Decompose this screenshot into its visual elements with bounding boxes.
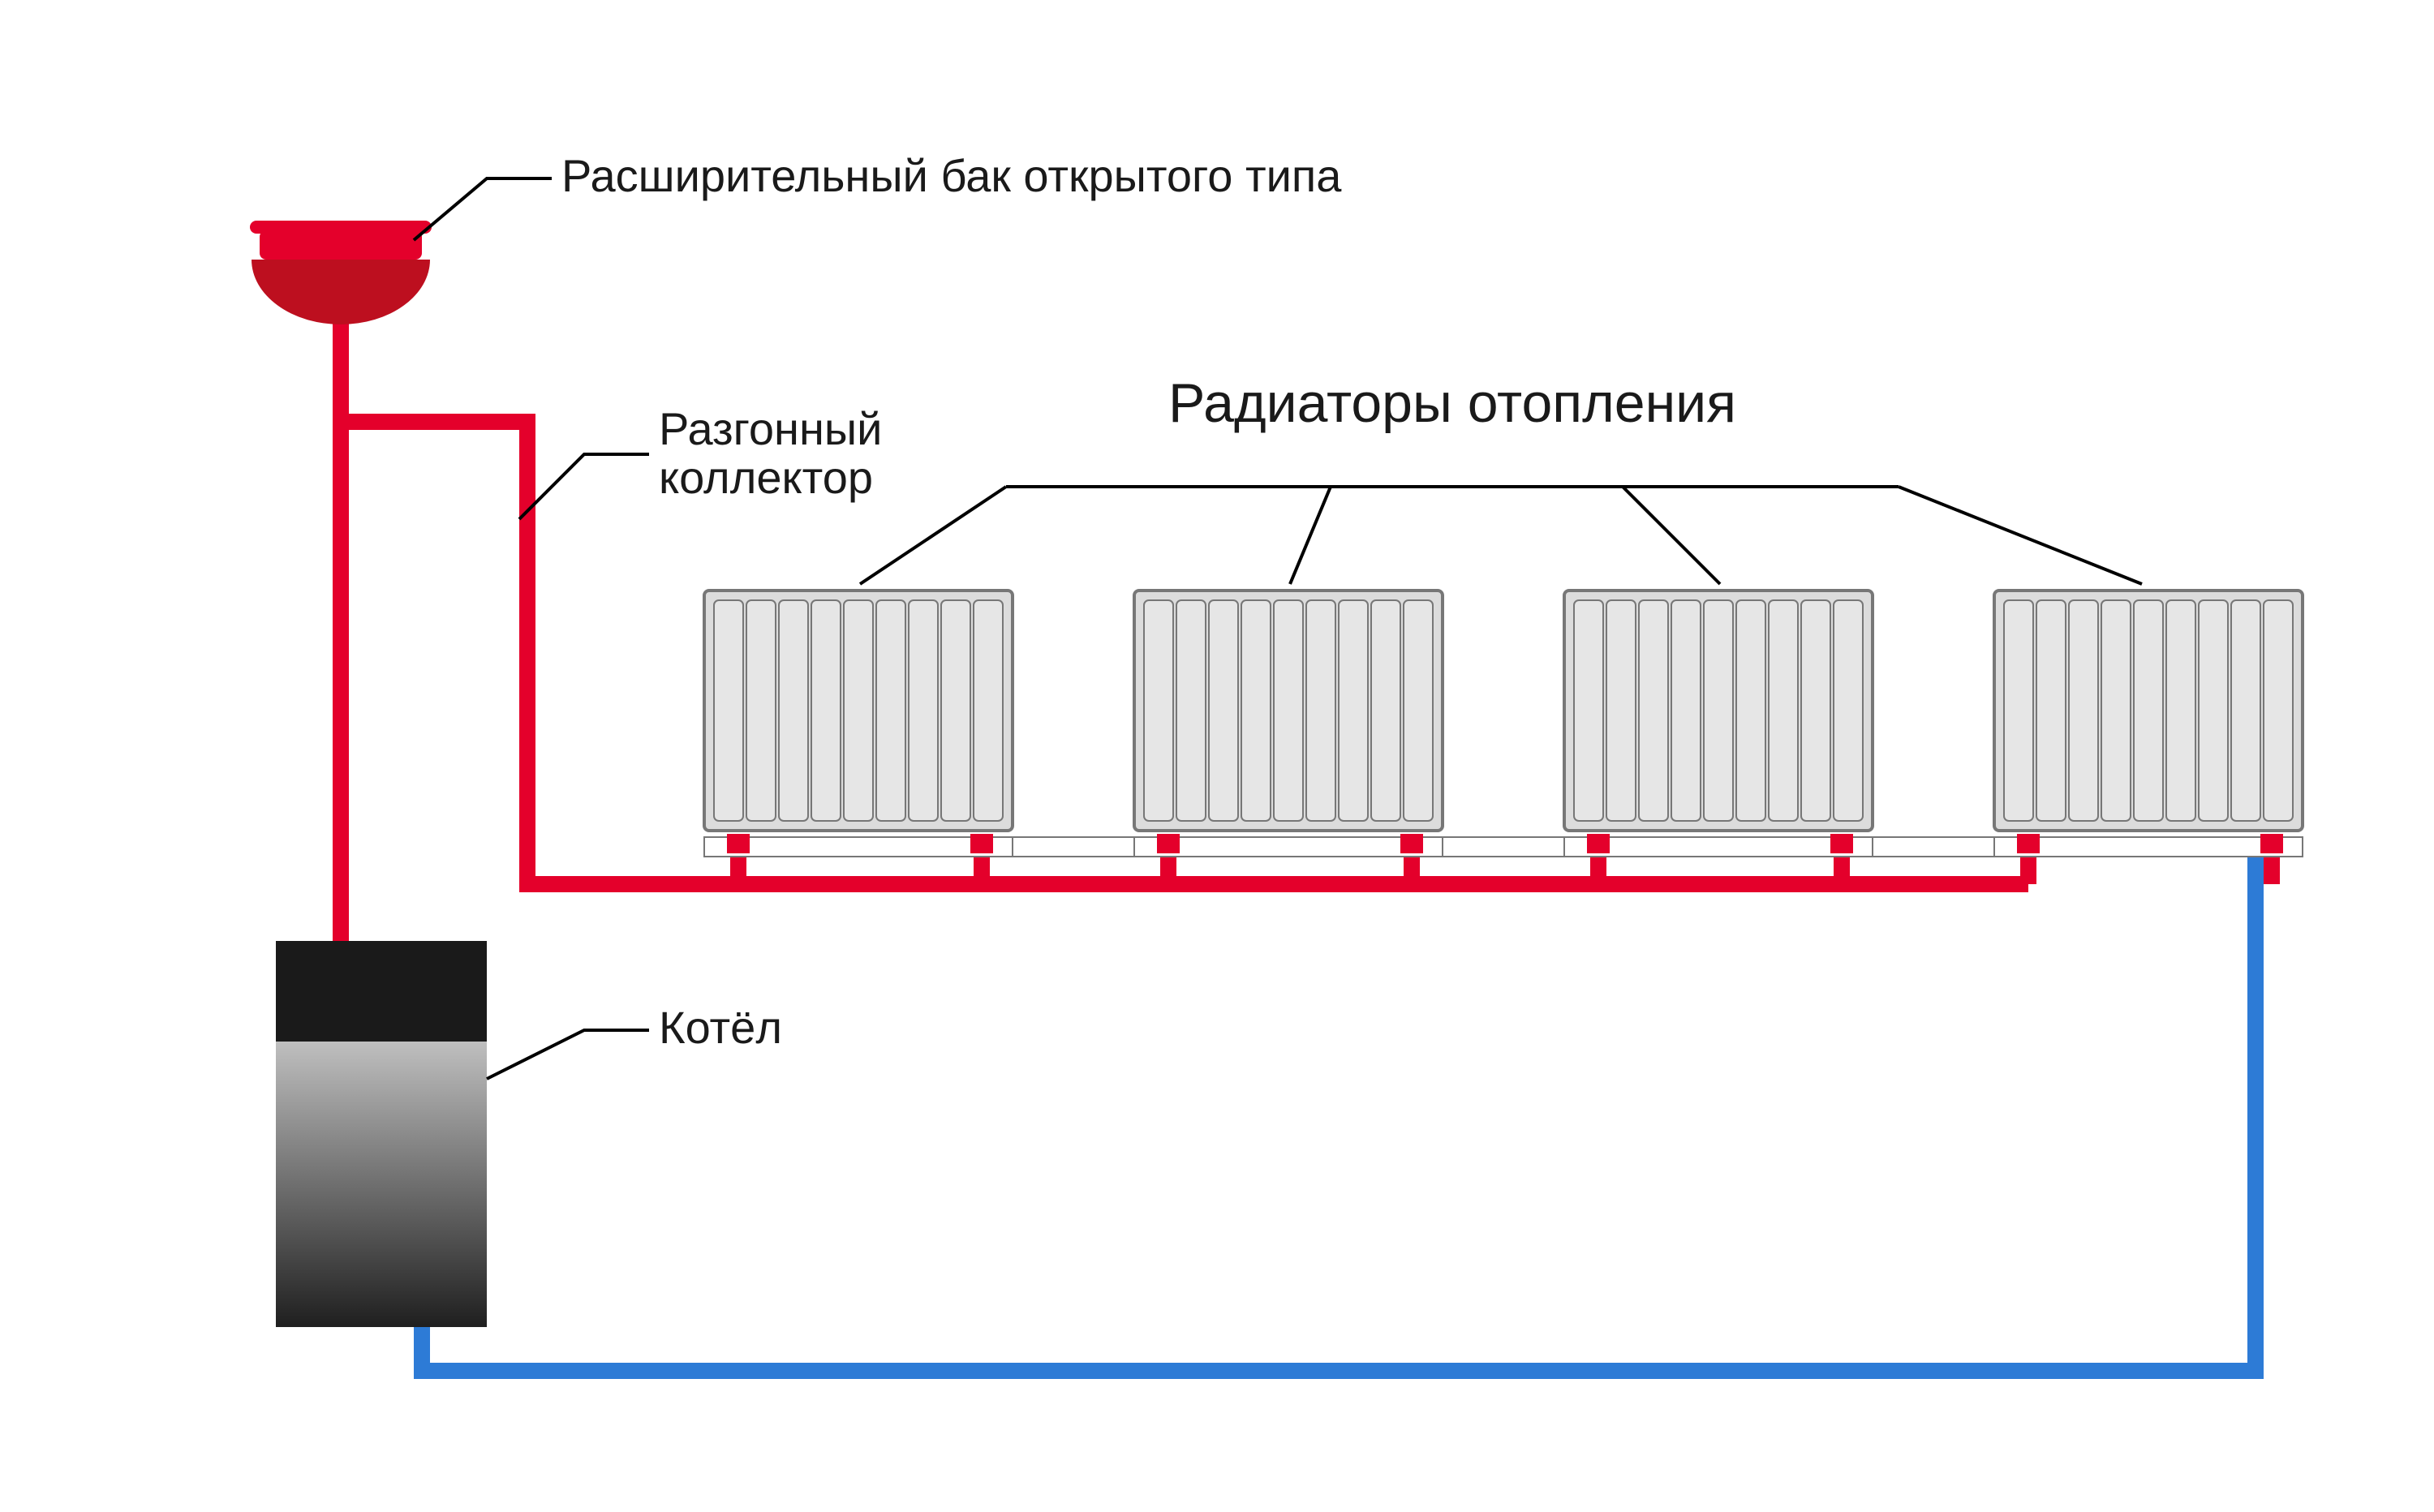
boiler [276, 941, 487, 1327]
radiator-valve-in [2017, 834, 2040, 853]
expansion-tank [250, 221, 432, 324]
radiator [1134, 591, 1564, 857]
radiator-valve-out [1830, 834, 1853, 853]
radiators-label: Радиаторы отопления [1168, 372, 1736, 434]
riser-label-line1: Разгонный [659, 403, 882, 454]
radiators-group [704, 591, 2303, 857]
radiator-valve-out [1400, 834, 1423, 853]
heating-schematic: Расширительный бак открытого типа Разгон… [0, 0, 2434, 1512]
radiator-valve-out [970, 834, 993, 853]
radiator [1994, 591, 2303, 857]
radiator [1564, 591, 1994, 857]
radiator-valve-out [2260, 834, 2283, 853]
boiler-label: Котёл [659, 1002, 782, 1053]
radiator-valve-in [1157, 834, 1180, 853]
return-pipe [422, 837, 2256, 1371]
radiator-valve-in [727, 834, 750, 853]
radiator [704, 591, 1134, 857]
riser-label-line2: коллектор [659, 452, 873, 503]
radiator-valve-in [1587, 834, 1610, 853]
expansion-tank-label: Расширительный бак открытого типа [561, 150, 1342, 201]
